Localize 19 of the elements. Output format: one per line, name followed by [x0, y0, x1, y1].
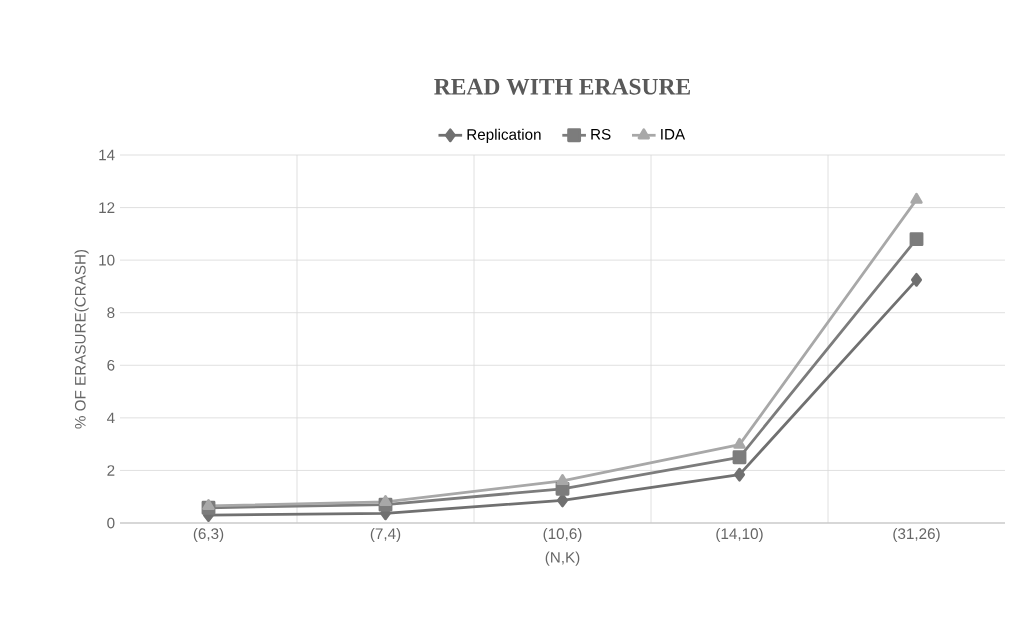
y-tick-label: 14 — [99, 149, 115, 161]
legend-label: Replication — [467, 128, 541, 143]
y-tick-label: 6 — [107, 359, 115, 371]
x-tick-label: (31,26) — [893, 527, 940, 543]
x-axis-title: (N,K) — [545, 551, 580, 566]
x-tick-label: (7,4) — [370, 527, 401, 543]
y-tick-label: 0 — [107, 517, 115, 529]
y-tick-label: 2 — [107, 465, 115, 476]
y-axis-title: % OF ERASURE(CRASH) — [74, 249, 89, 429]
y-tick-label: 4 — [106, 412, 115, 424]
x-tick-label: (10,6) — [543, 527, 582, 543]
legend-label: RS — [591, 128, 611, 140]
y-tick-label: 12 — [99, 202, 115, 213]
x-tick-label: (6,3) — [193, 527, 224, 543]
x-tick-label: (14,10) — [716, 527, 763, 543]
y-tick-label: 8 — [107, 307, 115, 319]
y-tick-label: 10 — [99, 254, 115, 266]
legend-label: IDA — [661, 129, 686, 140]
chart-title: READ WITH ERASURE — [434, 78, 690, 95]
